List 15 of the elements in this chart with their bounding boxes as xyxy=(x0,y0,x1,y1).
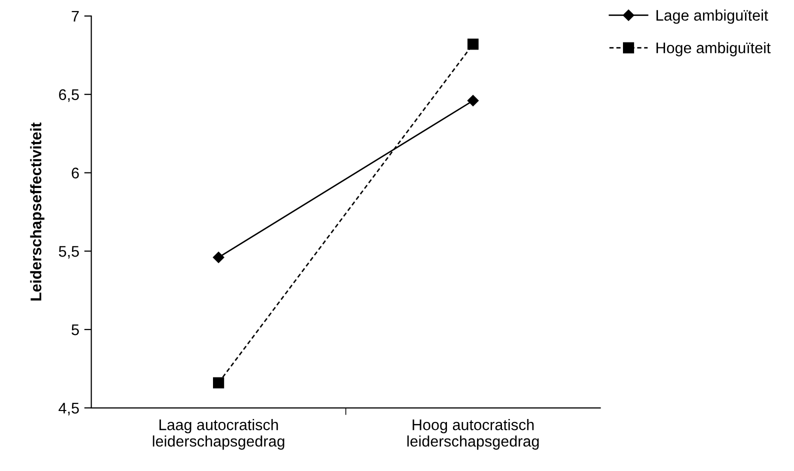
y-tick-label: 6 xyxy=(72,168,79,178)
legend-label: Hoge ambiguïteit xyxy=(656,42,771,56)
point xyxy=(467,38,479,50)
y-tick-label: 6,5 xyxy=(59,89,79,102)
point xyxy=(467,95,479,106)
y-tick-label: 5,5 xyxy=(58,246,79,259)
legend-label: Lage ambiguïteit xyxy=(656,10,768,24)
point xyxy=(212,377,224,388)
x-tick-label: Hoog autocratisch leiderschapsgedrag xyxy=(407,418,539,450)
y-tick-label: 7 xyxy=(72,11,79,22)
y-tick-label: 5 xyxy=(72,324,79,336)
point xyxy=(212,252,224,264)
y-axis-title: Leiderschapseffectiviteit xyxy=(30,122,44,300)
x-tick-label: Laag autocratisch leiderschapsgedrag xyxy=(152,418,284,450)
y-tick-label: 4,5 xyxy=(58,402,79,416)
